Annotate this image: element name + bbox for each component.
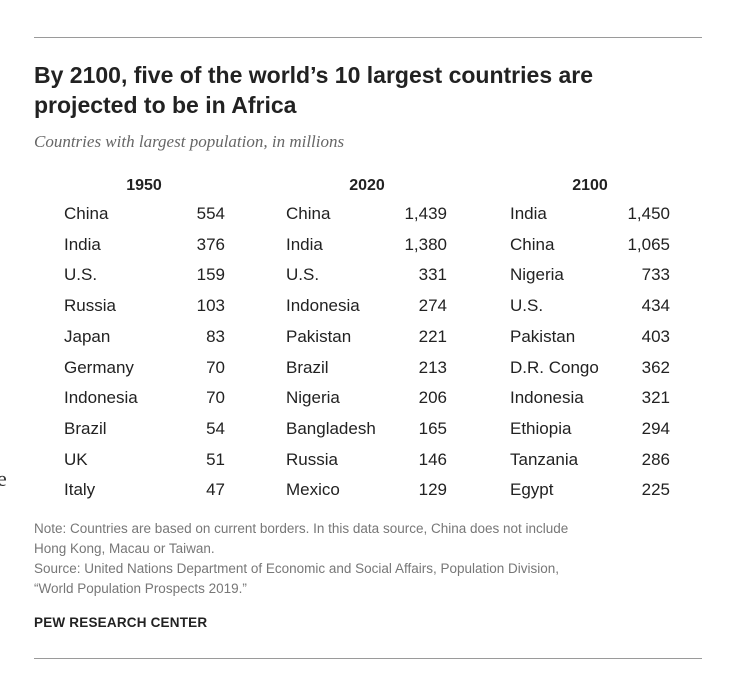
edge-text-fragment: e <box>0 466 7 491</box>
population-value: 1,065 <box>627 234 670 254</box>
population-value: 286 <box>641 449 670 469</box>
country-name: Germany <box>64 357 134 377</box>
population-value: 221 <box>418 326 447 346</box>
population-value: 206 <box>418 388 447 408</box>
country-name: Mexico <box>286 480 340 500</box>
country-name: U.S. <box>510 296 544 316</box>
country-name: Italy <box>64 480 96 500</box>
country-name: China <box>286 204 331 223</box>
country-name: Nigeria <box>286 388 340 408</box>
bottom-divider <box>34 658 702 659</box>
source-line-1: Source: United Nations Department of Eco… <box>34 561 560 576</box>
population-value: 733 <box>641 265 670 285</box>
population-value: 70 <box>206 357 225 377</box>
country-name: China <box>510 234 555 254</box>
population-value: 159 <box>196 265 225 285</box>
country-name: Tanzania <box>510 449 579 469</box>
country-name: Brazil <box>64 418 107 438</box>
country-name: Ethiopia <box>510 418 572 438</box>
country-name: Indonesia <box>64 388 138 408</box>
country-name: U.S. <box>286 265 320 285</box>
country-name: Nigeria <box>510 265 564 285</box>
population-value: 274 <box>418 296 447 316</box>
country-name: India <box>510 204 547 223</box>
population-value: 331 <box>418 265 447 285</box>
country-name: Pakistan <box>510 326 576 346</box>
population-value: 403 <box>641 326 670 346</box>
chart-subtitle: Countries with largest population, in mi… <box>34 132 345 151</box>
country-name: Russia <box>64 296 116 316</box>
population-value: 1,380 <box>404 234 447 254</box>
population-value: 321 <box>641 388 670 408</box>
top-divider <box>34 37 702 38</box>
population-value: 362 <box>641 357 670 377</box>
population-value: 294 <box>641 418 670 438</box>
country-name: D.R. Congo <box>510 357 599 377</box>
population-value: 129 <box>418 480 447 500</box>
country-name: UK <box>64 449 88 469</box>
source-line-2: “World Population Prospects 2019.” <box>34 581 247 596</box>
population-value: 1,450 <box>627 204 670 223</box>
population-value: 434 <box>641 296 670 316</box>
country-name: India <box>64 234 101 254</box>
column-header-2100: 2100 <box>572 177 608 194</box>
population-value: 165 <box>418 418 447 438</box>
population-value: 70 <box>206 388 225 408</box>
population-value: 225 <box>641 480 670 500</box>
population-value: 54 <box>206 418 225 438</box>
country-name: China <box>64 204 109 223</box>
population-value: 376 <box>196 234 225 254</box>
footnote: Note: Countries are based on current bor… <box>34 519 702 599</box>
country-name: India <box>286 234 323 254</box>
source-credit: PEW RESEARCH CENTER <box>34 615 208 630</box>
population-value: 51 <box>206 449 225 469</box>
column-header-1950: 1950 <box>126 177 162 194</box>
country-name: Brazil <box>286 357 329 377</box>
country-name: Indonesia <box>510 388 584 408</box>
country-name: Russia <box>286 449 338 469</box>
chart-title-line-1: By 2100, five of the world’s 10 largest … <box>34 62 594 88</box>
population-value: 146 <box>418 449 447 469</box>
chart-title: By 2100, five of the world’s 10 largest … <box>34 60 694 120</box>
column-header-2020: 2020 <box>349 177 385 194</box>
population-value: 47 <box>206 480 225 500</box>
note-line-2: Hong Kong, Macau or Taiwan. <box>34 541 215 556</box>
country-name: Pakistan <box>286 326 352 346</box>
population-value: 83 <box>206 326 225 346</box>
population-value: 103 <box>196 296 225 316</box>
country-name: Japan <box>64 326 111 346</box>
note-line-1: Note: Countries are based on current bor… <box>34 521 569 536</box>
country-name: U.S. <box>64 265 98 285</box>
chart-title-line-2: projected to be in Africa <box>34 92 297 118</box>
country-name: Egypt <box>510 480 554 500</box>
country-name: Bangladesh <box>286 418 376 438</box>
country-name: Indonesia <box>286 296 360 316</box>
population-value: 554 <box>196 204 225 223</box>
population-value: 1,439 <box>404 204 447 223</box>
population-value: 213 <box>418 357 447 377</box>
